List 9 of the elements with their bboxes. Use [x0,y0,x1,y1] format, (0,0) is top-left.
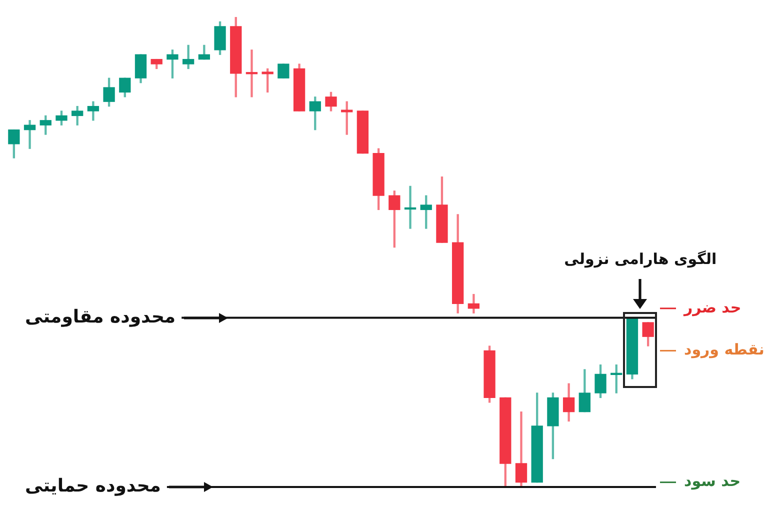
ref-line-label: حد ضرر [683,298,742,316]
ref-line-label: حد سود [684,472,741,490]
ref-line-label: محدوده مقاومتی [24,306,176,328]
ref-line-label: محدوده حمایتی [24,476,161,497]
candlestick [246,50,258,98]
candlestick [24,120,36,149]
ref-line-label: نقطه ورود [684,340,764,359]
annotation: الگوی هارامی نزولی [564,250,717,268]
candlestick [404,186,416,229]
